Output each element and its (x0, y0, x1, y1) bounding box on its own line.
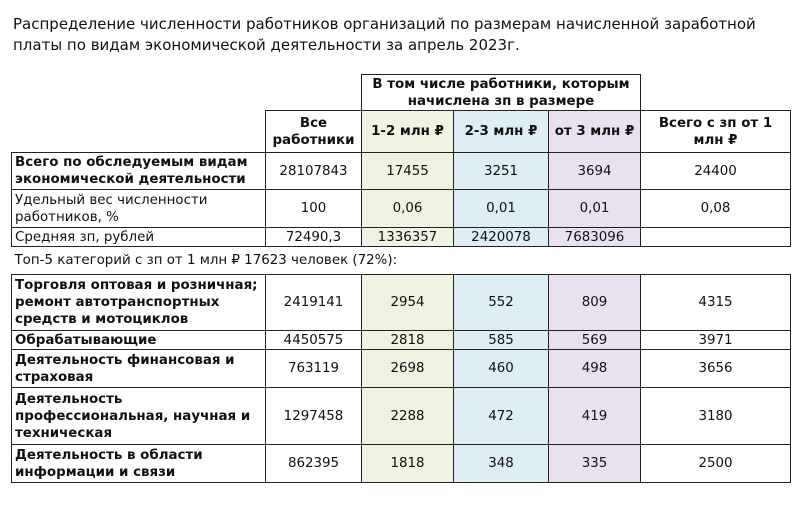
cell-1-2: 17455 (361, 152, 454, 190)
cell-1-2: 1336357 (361, 227, 454, 247)
cell-2-3: 3251 (453, 152, 549, 190)
cell-3-plus: 498 (548, 349, 641, 388)
row-label: Деятельность финансовая и страховая (11, 349, 266, 388)
cell-3-plus: 419 (548, 387, 641, 445)
cell-total: 4315 (640, 274, 791, 331)
header-2-3-mln: 2-3 млн ₽ (453, 110, 549, 153)
row-label: Деятельность в области информации и связ… (11, 444, 266, 483)
cell-all: 100 (265, 189, 362, 228)
header-3-plus-mln: от 3 млн ₽ (548, 110, 641, 153)
cell-all: 862395 (265, 444, 362, 483)
cell-1-2: 0,06 (361, 189, 454, 228)
cell-2-3: 552 (453, 274, 549, 331)
cell-2-3: 348 (453, 444, 549, 483)
table-row: Средняя зп, рублей 72490,3 1336357 24200… (11, 227, 791, 247)
cell-total: 2500 (640, 444, 791, 483)
row-label: Обрабатывающие (11, 330, 266, 350)
table-row: Удельный вес численности работников, % 1… (11, 189, 791, 228)
note-row: Топ-5 категорий с зп от 1 млн ₽ 17623 че… (11, 246, 791, 275)
cell-2-3: 0,01 (453, 189, 549, 228)
cell-3-plus: 809 (548, 274, 641, 331)
table-row: Торговля оптовая и розничная; ремонт авт… (11, 274, 791, 331)
cell-all: 763119 (265, 349, 362, 388)
cell-1-2: 2288 (361, 387, 454, 445)
row-label: Деятельность профессиональная, научная и… (11, 387, 266, 445)
salary-distribution-table: В том числе работники, которым начислена… (11, 74, 791, 483)
table-row: Деятельность финансовая и страховая 7631… (11, 349, 791, 388)
cell-total: 24400 (640, 152, 791, 190)
cell-total: 3656 (640, 349, 791, 388)
cell-all: 72490,3 (265, 227, 362, 247)
cell-1-2: 2698 (361, 349, 454, 388)
cell-all: 2419141 (265, 274, 362, 331)
cell-3-plus: 335 (548, 444, 641, 483)
cell-2-3: 472 (453, 387, 549, 445)
header-row: Все работники 1-2 млн ₽ 2-3 млн ₽ от 3 м… (12, 110, 791, 153)
document-title: Распределение численности работников орг… (13, 15, 756, 54)
cell-1-2: 1818 (361, 444, 454, 483)
cell-2-3: 2420078 (453, 227, 549, 247)
top5-note: Топ-5 категорий с зп от 1 млн ₽ 17623 че… (11, 246, 791, 275)
cell-3-plus: 7683096 (548, 227, 641, 247)
cell-all: 28107843 (265, 152, 362, 190)
table-row: Деятельность в области информации и связ… (11, 444, 791, 483)
table-row: Обрабатывающие 4450575 2818 585 569 3971 (11, 330, 791, 350)
cell-total (640, 227, 791, 247)
header-all-workers: Все работники (265, 110, 362, 153)
cell-3-plus: 0,01 (548, 189, 641, 228)
cell-1-2: 2954 (361, 274, 454, 331)
group-header: В том числе работники, которым начислена… (361, 74, 641, 111)
row-label: Всего по обследуемым видам экономической… (11, 152, 266, 190)
cell-3-plus: 3694 (548, 152, 641, 190)
row-label: Удельный вес численности работников, % (11, 189, 266, 228)
cell-total: 3180 (640, 387, 791, 445)
cell-total: 3971 (640, 330, 791, 350)
cell-all: 4450575 (265, 330, 362, 350)
table-row: Всего по обследуемым видам экономической… (11, 152, 791, 190)
cell-3-plus: 569 (548, 330, 641, 350)
cell-2-3: 585 (453, 330, 549, 350)
cell-2-3: 460 (453, 349, 549, 388)
row-label: Торговля оптовая и розничная; ремонт авт… (11, 274, 266, 331)
cell-1-2: 2818 (361, 330, 454, 350)
header-1-2-mln: 1-2 млн ₽ (361, 110, 454, 153)
cell-all: 1297458 (265, 387, 362, 445)
header-total: Всего с зп от 1 млн ₽ (640, 110, 791, 153)
table-row: Деятельность профессиональная, научная и… (11, 387, 791, 445)
header-row-group: В том числе работники, которым начислена… (12, 74, 791, 111)
row-label: Средняя зп, рублей (11, 227, 266, 247)
cell-total: 0,08 (640, 189, 791, 228)
